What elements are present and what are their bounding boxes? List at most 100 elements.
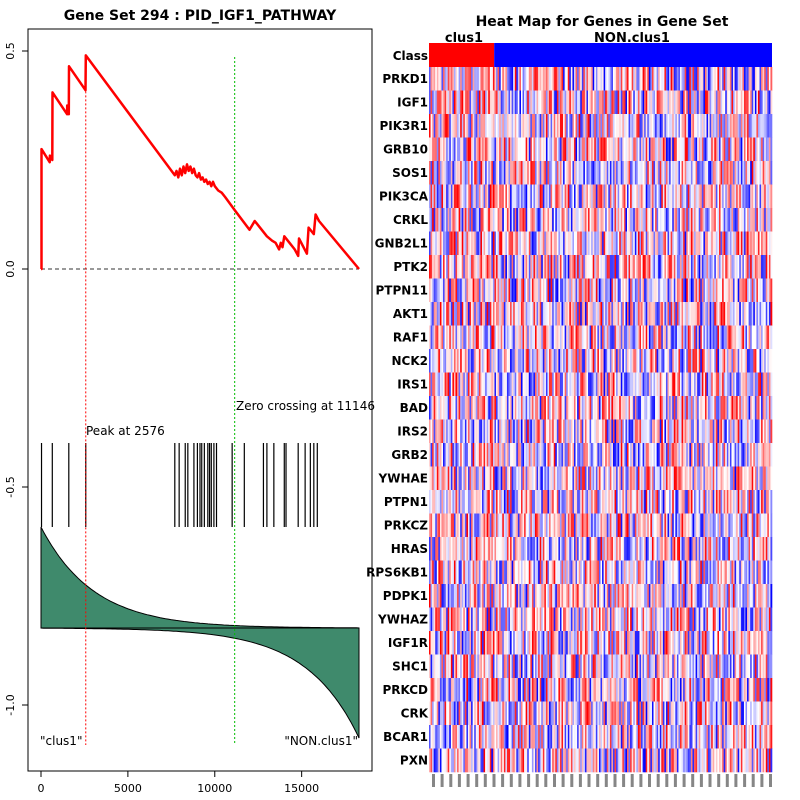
heatmap-cell [569, 560, 572, 585]
heatmap-cell [620, 490, 623, 514]
heatmap-cell [520, 443, 523, 467]
heatmap-cell [574, 161, 576, 185]
heatmap-cell [563, 443, 565, 467]
heatmap-cell [650, 372, 653, 397]
heatmap-cell [761, 560, 763, 585]
heatmap-cell [612, 537, 615, 561]
heatmap-cell [672, 208, 675, 232]
heatmap-cell [586, 537, 589, 561]
heatmap-cell [519, 302, 522, 326]
heatmap-cell [628, 349, 631, 373]
heatmap-cell [436, 443, 439, 467]
heatmap-cell [762, 513, 765, 538]
heatmap-cell [511, 90, 514, 115]
heatmap-cell [708, 90, 710, 115]
heatmap-cell [559, 443, 562, 467]
heatmap-cell [539, 90, 542, 115]
heatmap-cell [447, 231, 450, 256]
heatmap-cell [747, 67, 749, 91]
heatmap-cell [563, 372, 565, 397]
heatmap-cell [491, 90, 494, 115]
heatmap-cell [609, 396, 612, 420]
heatmap-cell [433, 231, 436, 256]
heatmap-cell [555, 443, 558, 467]
heatmap-cell [447, 466, 450, 491]
heatmap-cell [708, 490, 710, 514]
heatmap-cell [714, 278, 717, 303]
heatmap-cell [676, 466, 679, 491]
heatmap-cell [597, 490, 600, 514]
heatmap-cell [700, 490, 703, 514]
heatmap-cell [658, 325, 661, 350]
heatmap-cell [539, 419, 542, 444]
heatmap-cell [759, 349, 762, 373]
heatmap-cell [636, 537, 639, 561]
heatmap-cell [592, 443, 595, 467]
heatmap-cell [444, 90, 447, 115]
heatmap-cell [653, 161, 656, 185]
heatmap-cell [665, 90, 668, 115]
heatmap-cell [614, 302, 617, 326]
heatmap-cell [553, 466, 556, 491]
heatmap-cell [723, 537, 726, 561]
heatmap-cell [574, 560, 576, 585]
heatmap-cell [619, 490, 622, 514]
heatmap-cell [720, 255, 723, 279]
heatmap-cell [503, 349, 506, 373]
heatmap-cell [747, 278, 749, 303]
heatmap-cell [695, 114, 698, 138]
heatmap-cell [720, 396, 723, 420]
heatmap-cell [675, 184, 678, 209]
heatmap-cell [496, 560, 498, 585]
heatmap-cell [655, 325, 657, 350]
heatmap-cell [497, 372, 500, 397]
heatmap-cell [541, 443, 544, 467]
heatmap-cell [552, 349, 555, 373]
heatmap-cell [611, 349, 614, 373]
heatmap-cell [589, 466, 592, 491]
heatmap-cell [733, 466, 735, 491]
heatmap-cell [435, 325, 438, 350]
heatmap-cell [620, 67, 623, 91]
heatmap-cell [502, 372, 505, 397]
heatmap-cell [485, 184, 487, 209]
heatmap-cell [653, 90, 656, 115]
heatmap-cell [765, 419, 768, 444]
heatmap-cell [486, 184, 489, 209]
heatmap-cell [700, 184, 703, 209]
heatmap-cell [489, 349, 492, 373]
heatmap-cell [642, 396, 645, 420]
heatmap-cell [595, 325, 598, 350]
heatmap-cell [478, 372, 481, 397]
heatmap-cell [762, 537, 765, 561]
heatmap-cell [623, 255, 626, 279]
heatmap-cell [662, 396, 665, 420]
heatmap-cell [728, 278, 731, 303]
heatmap-cell [708, 278, 710, 303]
heatmap-cell [558, 372, 561, 397]
heatmap-cell [539, 372, 542, 397]
heatmap-cell [450, 278, 453, 303]
heatmap-cell [455, 325, 458, 350]
heatmap-cell [768, 302, 771, 326]
heatmap-cell [555, 584, 558, 608]
heatmap-cell [659, 443, 662, 467]
heatmap-cell [736, 419, 738, 444]
heatmap-cell [753, 278, 756, 303]
heatmap-cell [714, 560, 717, 585]
heatmap-cell [449, 137, 452, 162]
heatmap-cell [575, 184, 578, 209]
heatmap-cell [720, 466, 723, 491]
heatmap-cell [765, 466, 768, 491]
heatmap-cell [644, 231, 647, 256]
heatmap-cell [661, 302, 664, 326]
heatmap-cell [650, 137, 653, 162]
heatmap-cell [552, 184, 555, 209]
heatmap-cell [594, 349, 597, 373]
heatmap-cell [570, 560, 573, 585]
heatmap-cell [637, 67, 640, 91]
heatmap-cell [508, 372, 511, 397]
heatmap-cell [764, 372, 767, 397]
heatmap-cell [627, 396, 629, 420]
heatmap-cell [767, 231, 770, 256]
